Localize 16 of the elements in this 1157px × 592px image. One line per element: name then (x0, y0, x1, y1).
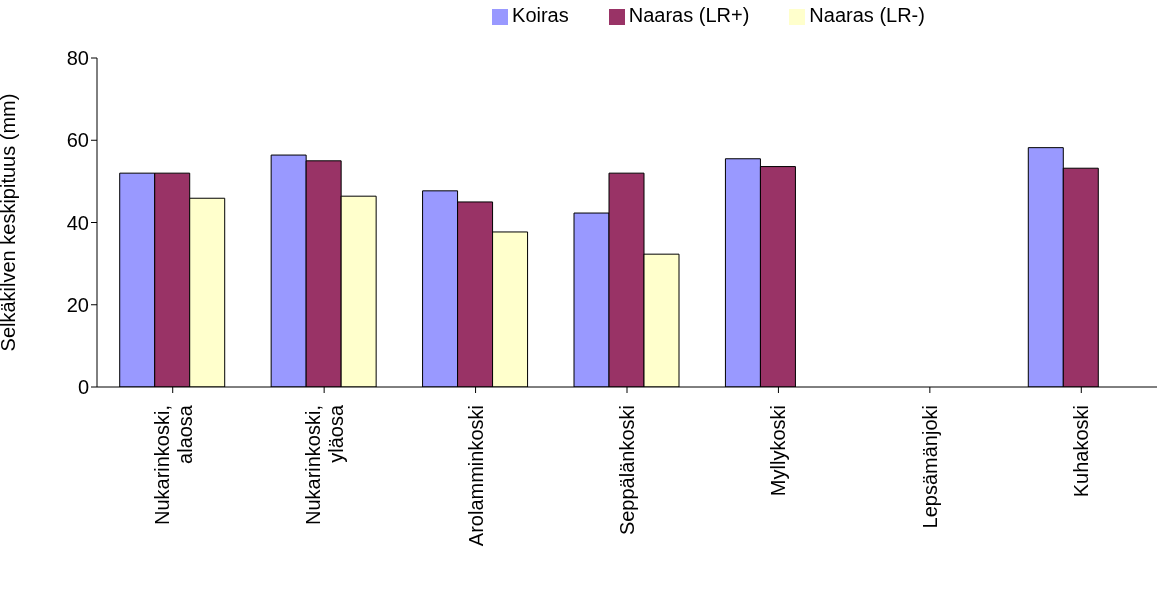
y-tick-label: 80 (66, 47, 89, 70)
legend-label: Naaras (LR+) (628, 4, 750, 26)
x-tick-label: Nukarinkoski, alaosa (150, 404, 196, 526)
legend-label: Naaras (LR-) (809, 4, 925, 26)
y-tick-label: 40 (66, 211, 89, 234)
y-tick-label: 0 (77, 376, 89, 399)
y-axis-title: Selkäkilven keskipituus (mm) (0, 93, 20, 352)
x-tick-label: Kuhakoski (1070, 405, 1093, 498)
x-tick-label: Nukarinkoski, yläosa (302, 404, 348, 526)
x-tick-label: Myllykoski (767, 405, 790, 497)
x-tick-label: Arolamminkoski (464, 405, 487, 547)
x-tick-label: Seppälänkoski (616, 405, 638, 536)
legend-label: Koiras (512, 4, 569, 26)
x-tick-label: Lepsämänjoki (918, 405, 941, 529)
y-tick-label: 60 (66, 129, 89, 152)
y-tick-label: 20 (66, 293, 89, 316)
